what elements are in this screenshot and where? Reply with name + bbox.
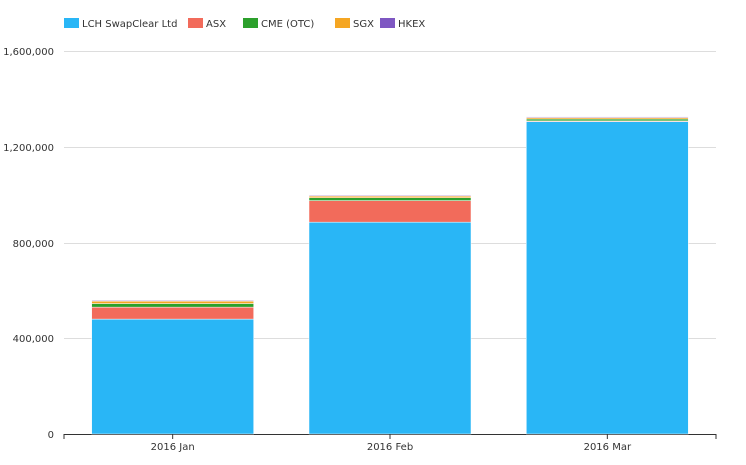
bar-segment[interactable]: [91, 303, 254, 308]
legend-swatch: [188, 18, 203, 28]
y-tick-label: 1,600,000: [3, 47, 54, 58]
legend-swatch: [335, 18, 350, 28]
bar-segment[interactable]: [526, 121, 689, 435]
legend-item[interactable]: LCH SwapClear Ltd: [64, 18, 177, 30]
legend-item[interactable]: ASX: [188, 18, 226, 30]
bar-segment[interactable]: [526, 116, 689, 118]
legend-label: HKEX: [398, 19, 425, 30]
bar-segment[interactable]: [308, 197, 472, 201]
bar-segment[interactable]: [308, 195, 472, 197]
bar-segment[interactable]: [308, 200, 472, 223]
legend-swatch: [64, 18, 79, 28]
legend-label: SGX: [353, 19, 374, 30]
x-tick-label: 2016 Mar: [584, 442, 632, 453]
y-tick-label: 800,000: [13, 239, 54, 250]
bars: [91, 116, 689, 435]
legend-item[interactable]: SGX: [335, 18, 374, 30]
bar-segment[interactable]: [91, 306, 254, 320]
axes: 2016 Jan 2016 Feb 2016 Mar: [63, 434, 717, 453]
bar-segment[interactable]: [308, 195, 472, 198]
y-tick-label: 0: [48, 430, 54, 441]
y-tick-label: 1,200,000: [3, 143, 54, 154]
legend-label: ASX: [206, 19, 226, 30]
bar-segment[interactable]: [91, 300, 254, 304]
x-tick-label: 2016 Jan: [151, 442, 195, 453]
legend-label: LCH SwapClear Ltd: [82, 19, 177, 30]
legend-item[interactable]: CME (OTC): [243, 18, 314, 30]
legend-swatch: [243, 18, 258, 28]
legend-swatch: [380, 18, 395, 28]
x-tick-label: 2016 Feb: [367, 442, 413, 453]
bar-segment[interactable]: [91, 300, 254, 302]
bar-segment[interactable]: [526, 118, 689, 122]
legend-label: CME (OTC): [261, 19, 314, 30]
legend: LCH SwapClear Ltd ASX CME (OTC) SGX HKEX: [64, 18, 425, 30]
legend-item[interactable]: HKEX: [380, 18, 425, 30]
bar-segment[interactable]: [91, 318, 254, 435]
bar-segment[interactable]: [308, 221, 472, 435]
y-tick-label: 400,000: [13, 334, 54, 345]
